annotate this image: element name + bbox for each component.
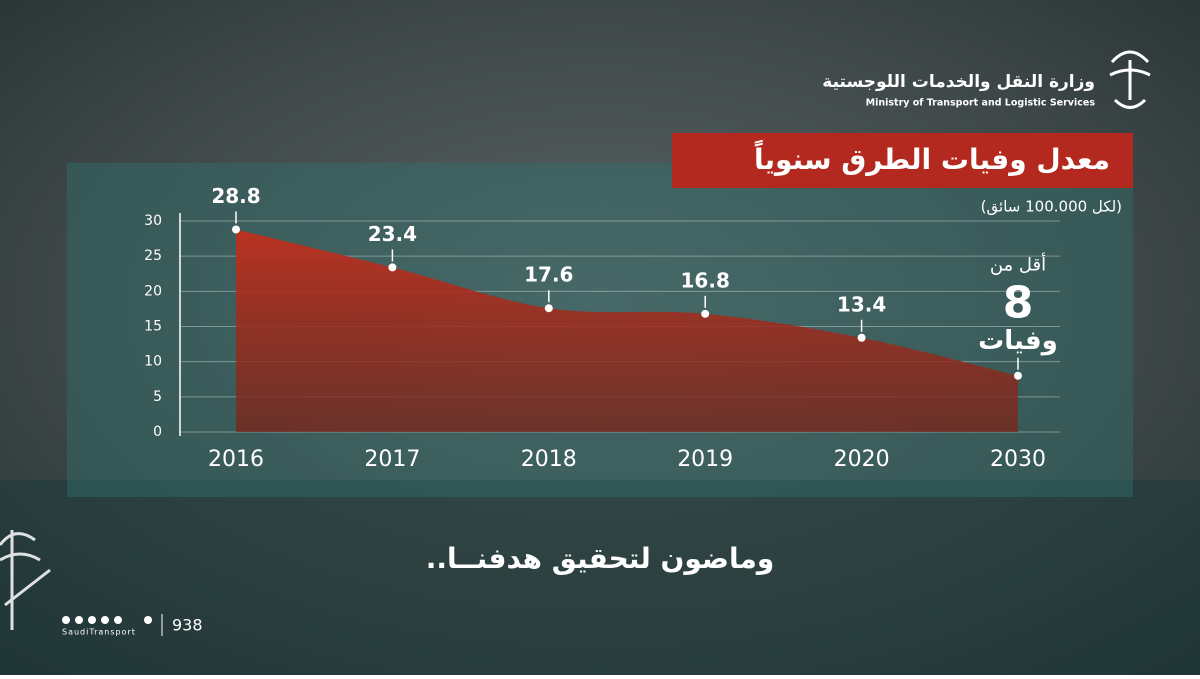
point [857,333,866,342]
social-icons [62,616,152,624]
logo-palm [1109,50,1151,100]
annotation: أقل من [990,253,1046,276]
value-label: 16.8 [681,268,730,292]
point [1014,371,1022,380]
y-tick-label: 0 [153,424,162,440]
x-tick-label: 2030 [990,447,1046,472]
value-label: 23.4 [368,222,417,246]
x-tick-label: 2019 [677,447,733,472]
slogan: وماضون لتحقيق هدفنــا.. [426,542,774,575]
x-tick-label: 2016 [208,447,264,472]
logo [1109,50,1151,109]
value-label: 28.8 [211,184,260,208]
social-handle: SaudiTransport [62,628,136,637]
y-tick-label: 15 [144,319,162,335]
icon [114,616,122,624]
point [701,309,710,318]
icon [75,616,83,624]
org-name-ar: وزارة النقل والخدمات اللوجستية [822,72,1095,92]
x-tick-label: 2018 [521,447,577,472]
point [232,225,240,234]
icon [62,616,70,624]
logo-swords [1113,98,1147,109]
point [388,263,397,272]
x-tick-label: 2017 [364,447,420,472]
side-logo-shape [0,530,51,630]
value-label: 13.4 [837,292,886,316]
icon [101,616,109,624]
area [236,229,1018,432]
icon [144,616,152,624]
y-tick-label: 10 [144,354,162,370]
value-label: 17.6 [524,263,573,287]
value-label: 8 [1003,278,1034,329]
icon [88,616,96,624]
point [544,304,553,313]
side-logo [0,530,51,630]
org-name-en: Ministry of Transport and Logistic Servi… [866,98,1096,109]
road-shade [0,480,1200,675]
y-tick-label: 25 [144,248,162,264]
chart-title: معدل وفيات الطرق سنوياً [754,139,1110,176]
chart-subtitle: (لكل 100.000 سائق) [981,198,1122,216]
y-tick-label: 5 [153,389,162,405]
phone: 938 [172,616,203,635]
x-tick-label: 2020 [834,447,890,472]
y-tick-label: 30 [144,213,162,229]
y-tick-label: 20 [144,283,162,299]
title-box [672,133,1133,188]
annotation: وفيات [978,326,1058,356]
